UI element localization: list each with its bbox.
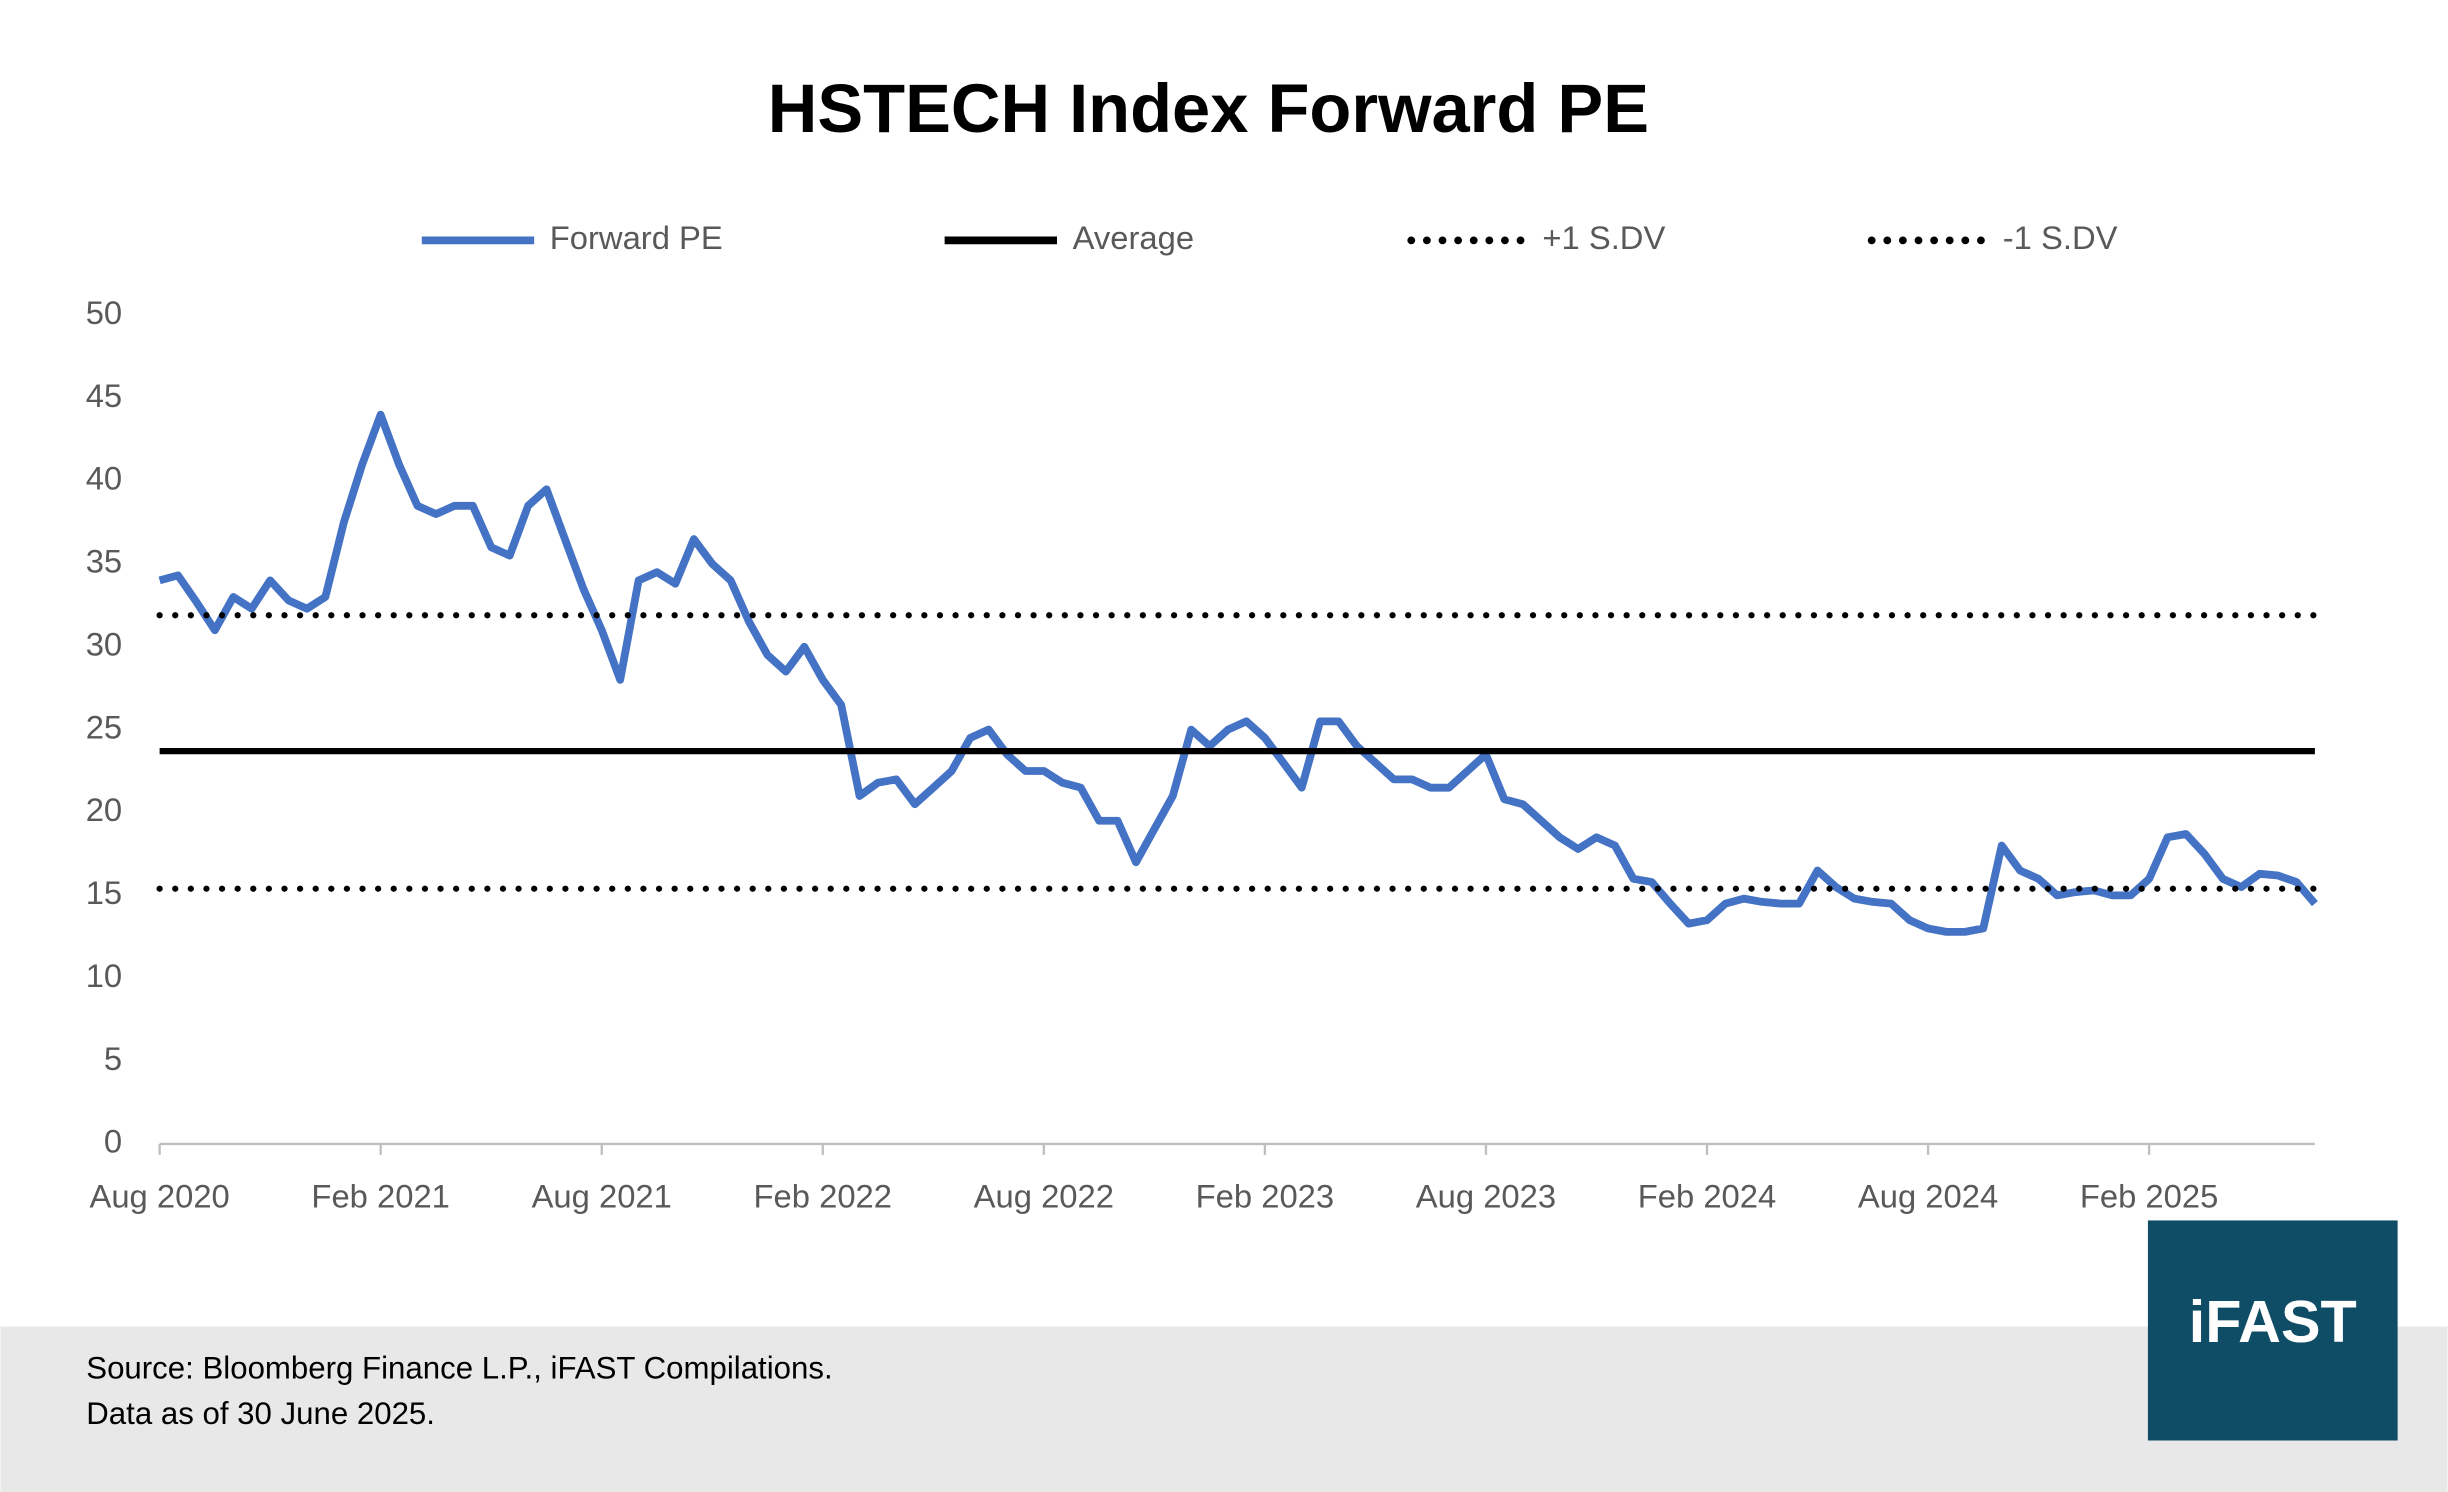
x-tick-label: Aug 2024 <box>1858 1177 1998 1214</box>
x-tick-label: Aug 2022 <box>974 1177 1114 1214</box>
logo-box <box>2147 1220 2398 1441</box>
y-tick-label: 0 <box>104 1123 122 1160</box>
x-tick-label: Aug 2021 <box>532 1177 672 1214</box>
legend-label: -1 S.DV <box>2003 219 2118 256</box>
data-line <box>158 410 2318 936</box>
x-tick-label: Aug 2020 <box>89 1177 229 1214</box>
legend-label: +1 S.DV <box>1542 219 1665 256</box>
x-tick-label: Feb 2021 <box>311 1177 449 1214</box>
y-tick-label: 25 <box>86 708 122 745</box>
source-note: Source: Bloomberg Finance L.P., iFAST Co… <box>86 1351 832 1386</box>
x-tick-label: Aug 2023 <box>1416 1177 1556 1214</box>
y-tick-label: 45 <box>86 377 122 414</box>
date-note: Data as of 30 June 2025. <box>86 1396 435 1431</box>
legend-label: Average <box>1073 219 1194 256</box>
x-tick-label: Feb 2022 <box>754 1177 892 1214</box>
y-tick-label: 50 <box>86 294 122 331</box>
logo: iFAST <box>2189 1288 2357 1355</box>
y-tick-label: 15 <box>86 874 122 911</box>
y-tick-label: 30 <box>86 625 122 662</box>
x-tick-label: Feb 2023 <box>1196 1177 1334 1214</box>
y-tick-label: 10 <box>86 957 122 994</box>
y-tick-label: 20 <box>86 791 122 828</box>
x-tick-label: Feb 2025 <box>2080 1177 2218 1214</box>
footer-band <box>0 1326 2448 1492</box>
y-tick-label: 5 <box>104 1040 122 1077</box>
y-tick-label: 40 <box>86 460 122 497</box>
y-tick-label: 35 <box>86 543 122 580</box>
chart-title: HSTECH Index Forward PE <box>768 70 1649 147</box>
x-tick-label: Feb 2024 <box>1638 1177 1776 1214</box>
legend-label: Forward PE <box>550 219 723 256</box>
